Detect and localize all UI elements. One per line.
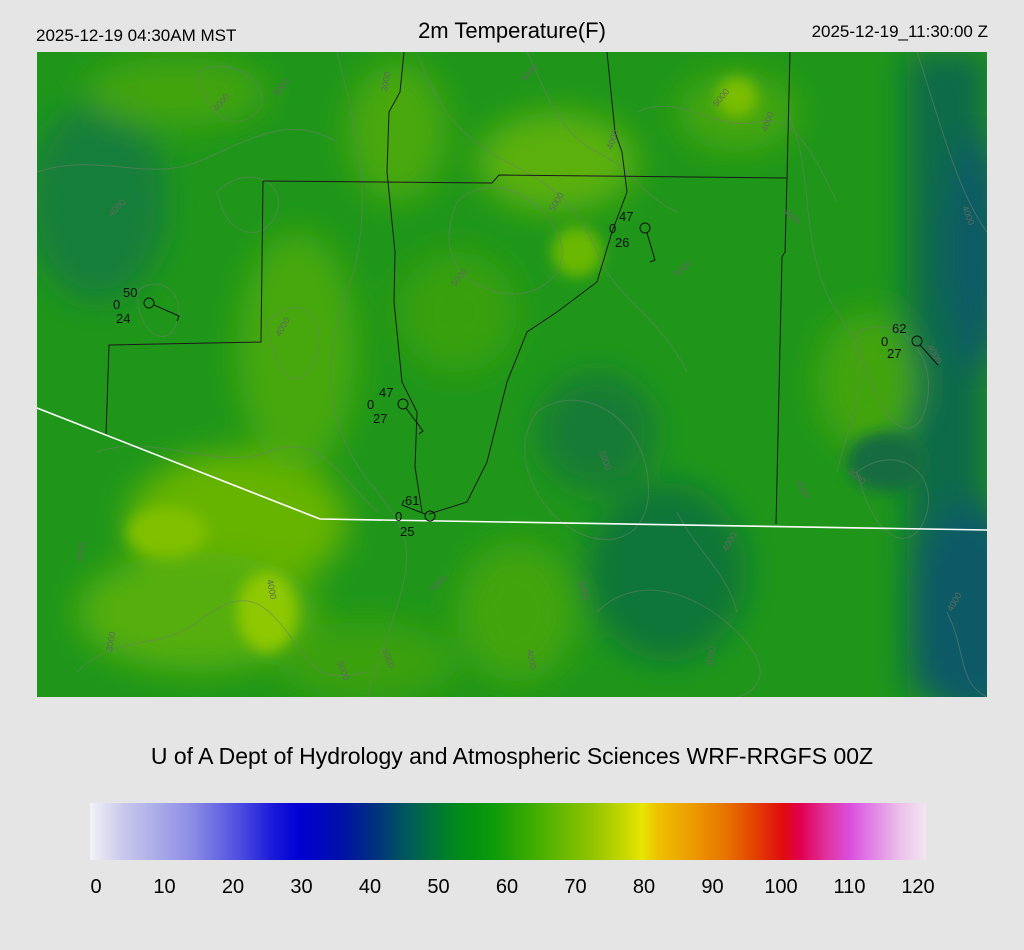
station-temperature: 47 <box>619 209 633 224</box>
colorbar-tick: 60 <box>495 876 519 898</box>
svg-text:3000: 3000 <box>379 71 392 92</box>
station-plot[interactable]: 61 0 25 <box>395 493 436 539</box>
station-temperature: 62 <box>892 321 906 336</box>
map-title: 2m Temperature(F) <box>418 18 606 43</box>
temperature-map[interactable]: 4000 3000 3000 4000 5000 4000 4000 5000 … <box>37 52 987 697</box>
colorbar-tick: 110 <box>833 876 866 898</box>
colorbar-tick: 10 <box>153 876 176 898</box>
colorbar-tick: 70 <box>564 876 587 898</box>
temperature-shading <box>37 52 987 697</box>
station-cloud: 0 <box>881 334 888 349</box>
wind-barb-icon <box>646 232 656 263</box>
station-cloud: 0 <box>367 397 374 412</box>
station-cloud: 0 <box>113 297 120 312</box>
station-temperature: 61 <box>405 493 419 508</box>
svg-text:4000: 4000 <box>265 579 278 600</box>
station-temperature: 47 <box>379 385 393 400</box>
map-canvas: 4000 3000 3000 4000 5000 4000 4000 5000 … <box>37 52 987 697</box>
station-dewpoint: 27 <box>373 411 387 426</box>
colorbar-tick: 30 <box>290 876 313 898</box>
terrain-contours <box>37 52 987 697</box>
svg-text:4000: 4000 <box>704 646 717 667</box>
wind-barb-icon <box>405 407 424 435</box>
state-border <box>37 407 987 531</box>
local-time-label: 2025-12-19 04:30AM MST <box>36 26 237 45</box>
wind-barb-icon <box>401 499 426 515</box>
utc-time-label: 2025-12-19_11:30:00 Z <box>811 22 988 41</box>
station-plot[interactable]: 47 0 27 <box>367 385 424 435</box>
station-temperature: 50 <box>123 285 137 300</box>
station-cloud: 0 <box>395 509 402 524</box>
station-plot[interactable]: 50 0 24 <box>113 285 180 326</box>
svg-text:3000: 3000 <box>104 631 117 652</box>
wind-barb-icon <box>153 304 180 322</box>
station-dewpoint: 25 <box>400 524 414 539</box>
colorbar-tick: 50 <box>427 876 450 898</box>
colorbar-tick: 80 <box>632 876 656 898</box>
model-credit: U of A Dept of Hydrology and Atmospheric… <box>150 743 874 769</box>
station-cloud: 0 <box>609 221 616 236</box>
station-plot[interactable]: 47 0 26 <box>609 209 656 263</box>
temperature-colorbar <box>90 803 926 860</box>
station-dewpoint: 27 <box>887 346 901 361</box>
station-dewpoint: 24 <box>116 311 130 326</box>
svg-text:4000: 4000 <box>74 541 87 562</box>
svg-text:4000: 4000 <box>525 649 538 670</box>
station-plot[interactable]: 62 0 27 <box>881 321 939 366</box>
colorbar-tick: 20 <box>221 876 245 898</box>
station-dewpoint: 26 <box>615 235 629 250</box>
colorbar-tick: 40 <box>358 876 382 898</box>
colorbar-tick: 100 <box>764 876 798 898</box>
wind-barb-icon <box>919 344 939 366</box>
county-boundaries <box>105 52 791 525</box>
colorbar-tick: 120 <box>901 876 935 898</box>
colorbar-tick: 90 <box>701 876 724 898</box>
colorbar-tick: 0 <box>90 876 102 898</box>
